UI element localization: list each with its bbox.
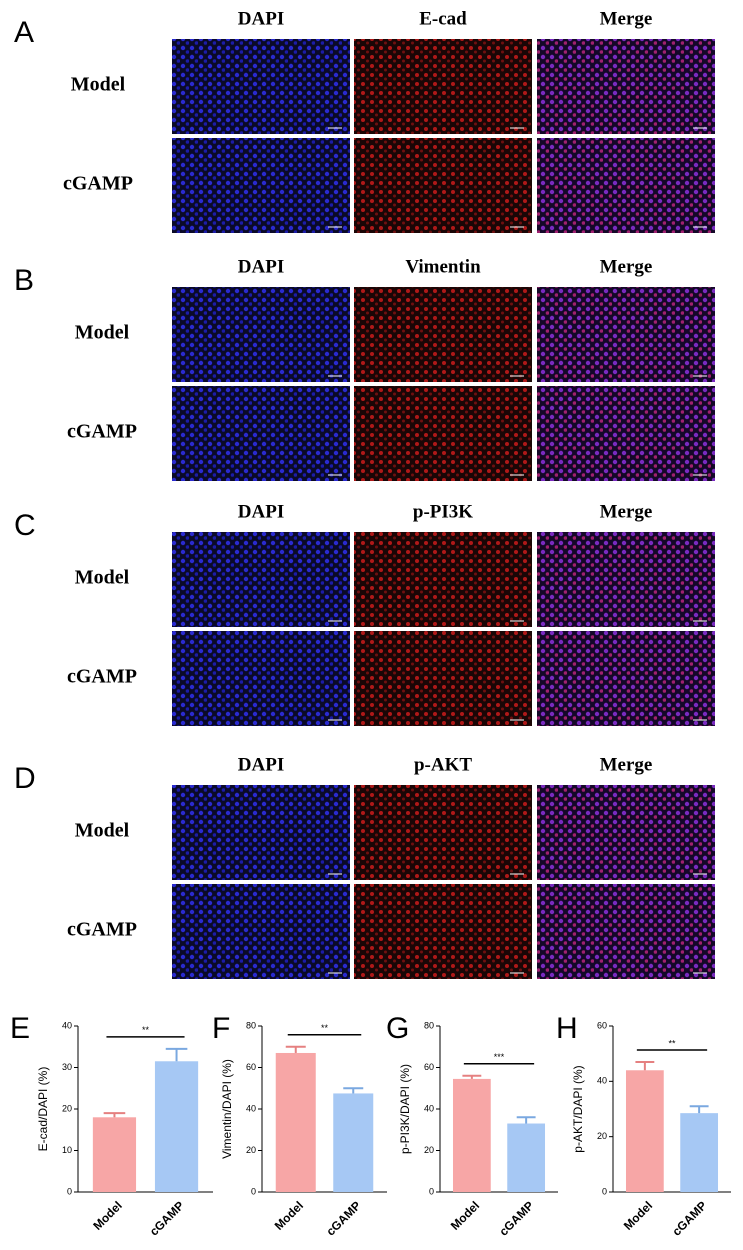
column-header: Merge (600, 8, 653, 29)
micrograph (354, 532, 532, 627)
y-tick-label: 60 (246, 1062, 256, 1072)
micrograph (537, 39, 715, 134)
micrograph (354, 631, 532, 726)
column-header: Merge (600, 754, 653, 775)
y-tick-label: 0 (429, 1186, 434, 1196)
y-tick-label: 60 (424, 1062, 434, 1072)
y-tick-label: 80 (246, 1020, 256, 1030)
micrograph (172, 39, 350, 134)
bar (92, 1117, 137, 1192)
micrograph (172, 287, 350, 382)
micrograph (172, 785, 350, 880)
column-header: DAPI (238, 256, 284, 277)
y-tick-label: 20 (424, 1145, 434, 1155)
y-tick-label: 0 (602, 1186, 607, 1196)
micrograph (172, 631, 350, 726)
row-label: Model (75, 322, 130, 344)
x-tick-label: cGAMP (324, 1198, 364, 1238)
row-label: Model (71, 74, 126, 96)
y-tick-label: 20 (597, 1131, 607, 1141)
micrograph (354, 39, 532, 134)
micrograph (354, 287, 532, 382)
micrograph (537, 884, 715, 979)
micrograph (537, 785, 715, 880)
micrograph (172, 532, 350, 627)
y-axis-label: E-cad/DAPI (%) (36, 1067, 50, 1152)
bar (333, 1093, 374, 1192)
row-label: cGAMP (63, 173, 133, 195)
bar (452, 1078, 491, 1192)
panel-letter: A (14, 16, 34, 49)
micrograph (172, 386, 350, 481)
micrograph (172, 884, 350, 979)
row-label: cGAMP (67, 666, 137, 688)
x-tick-label: Model (621, 1198, 655, 1232)
y-tick-label: 0 (251, 1186, 256, 1196)
x-tick-label: Model (448, 1198, 482, 1232)
significance-label: ** (668, 1038, 676, 1048)
bar (680, 1113, 719, 1192)
bar (154, 1061, 199, 1192)
y-tick-label: 40 (62, 1020, 72, 1030)
bar (625, 1070, 664, 1192)
x-tick-label: cGAMP (496, 1198, 536, 1238)
y-axis-label: p-PI3K/DAPI (%) (398, 1064, 412, 1154)
bar (275, 1052, 316, 1192)
micrograph (354, 785, 532, 880)
row-label: cGAMP (67, 421, 137, 443)
micrograph (172, 138, 350, 233)
micrograph (537, 138, 715, 233)
column-header: E-cad (419, 8, 467, 29)
y-tick-label: 20 (246, 1145, 256, 1155)
column-header: DAPI (238, 754, 284, 775)
x-tick-label: cGAMP (669, 1198, 709, 1238)
column-header: Merge (600, 256, 653, 277)
micrograph (354, 138, 532, 233)
y-tick-label: 60 (597, 1020, 607, 1030)
row-label: Model (75, 567, 130, 589)
micrograph (537, 532, 715, 627)
panel-letter: C (14, 509, 36, 542)
column-header: DAPI (238, 8, 284, 29)
significance-label: *** (494, 1052, 505, 1062)
panel-letter: G (386, 1012, 409, 1045)
column-header: p-PI3K (413, 501, 473, 522)
column-header: Vimentin (405, 256, 481, 277)
panel-letter: H (556, 1012, 578, 1045)
micrograph (354, 884, 532, 979)
row-label: cGAMP (67, 919, 137, 941)
micrograph (537, 287, 715, 382)
column-header: Merge (600, 501, 653, 522)
y-axis-label: p-AKT/DAPI (%) (571, 1065, 585, 1152)
panel-letter: D (14, 762, 36, 795)
x-tick-label: Model (90, 1198, 124, 1232)
y-tick-label: 30 (62, 1062, 72, 1072)
micrograph (354, 386, 532, 481)
micrograph (537, 631, 715, 726)
y-tick-label: 10 (62, 1145, 72, 1155)
panel-letter: F (212, 1012, 230, 1045)
y-tick-label: 40 (597, 1076, 607, 1086)
significance-label: ** (321, 1023, 329, 1033)
y-tick-label: 0 (67, 1186, 72, 1196)
y-tick-label: 80 (424, 1020, 434, 1030)
y-tick-label: 20 (62, 1103, 72, 1113)
significance-label: ** (142, 1025, 150, 1035)
y-tick-label: 40 (424, 1103, 434, 1113)
row-label: Model (75, 820, 130, 842)
y-tick-label: 40 (246, 1103, 256, 1113)
panel-letter: E (10, 1012, 30, 1045)
panel-letter: B (14, 264, 34, 297)
x-tick-label: cGAMP (147, 1198, 187, 1238)
y-axis-label: Vimentin/DAPI (%) (220, 1059, 234, 1159)
column-header: DAPI (238, 501, 284, 522)
bar (507, 1123, 546, 1192)
x-tick-label: Model (272, 1198, 306, 1232)
column-header: p-AKT (414, 754, 472, 775)
micrograph (537, 386, 715, 481)
